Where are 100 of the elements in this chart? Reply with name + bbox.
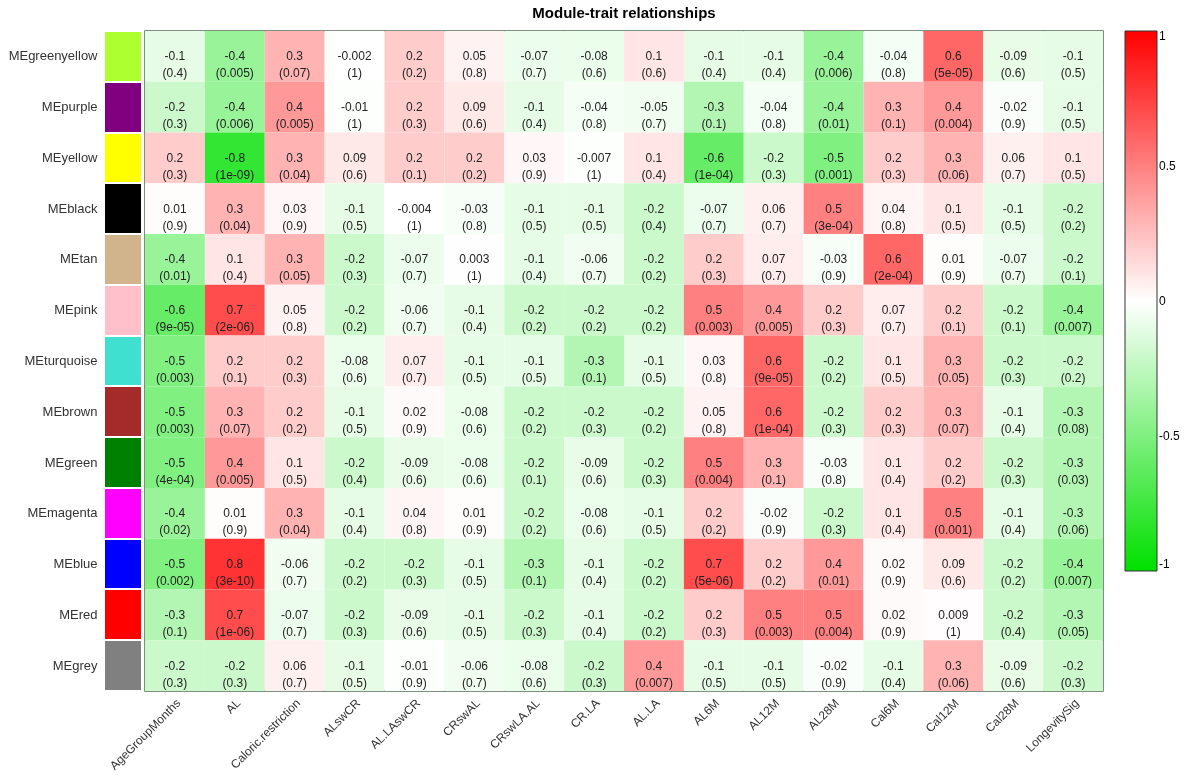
data-label: 0.1 (0.4)	[222, 252, 248, 284]
data-label: -0.08 (0.6)	[460, 404, 489, 436]
data-label: 0.03 (0.9)	[282, 201, 308, 233]
data-label: 0.2 (0.3)	[881, 150, 906, 182]
color-bar-label: -0.5	[1159, 429, 1180, 443]
data-label: -0.08 (0.6)	[520, 658, 549, 690]
data-label: -0.1 (0.4)	[761, 49, 787, 81]
data-label: -0.08 (0.6)	[580, 506, 609, 538]
data-label: -0.5 (0.002)	[155, 557, 194, 589]
data-label: -0.08 (0.6)	[460, 455, 489, 487]
data-label: 0.6 (9e-05)	[754, 354, 794, 385]
data-label: 0.2 (0.2)	[940, 455, 966, 487]
data-label: 0.1 (0.5)	[881, 354, 906, 385]
data-label: -0.2 (0.3)	[761, 150, 787, 182]
data-label: -0.2 (0.2)	[521, 404, 547, 436]
data-label: -0.1 (0.5)	[641, 506, 667, 538]
data-label: -0.08 (0.6)	[340, 354, 369, 385]
y-tick-label: MEmagenta	[27, 505, 99, 521]
data-label: 0.03 (0.9)	[521, 150, 547, 182]
data-label: 0.1 (0.5)	[940, 201, 966, 233]
data-label: 0.05 (0.8)	[282, 303, 308, 335]
data-label: -0.1 (0.5)	[521, 354, 547, 385]
data-label: -0.02 (0.9)	[819, 658, 848, 690]
data-label: 0.3 (0.04)	[279, 150, 311, 182]
y-tick-label: MEred	[59, 606, 98, 622]
data-label: 0.3 (0.07)	[937, 404, 969, 436]
data-label: 0.3 (0.04)	[219, 201, 251, 233]
data-label: -0.09 (0.6)	[580, 455, 609, 487]
data-label: -0.5 (0.001)	[814, 150, 853, 182]
data-label: -0.06 (0.7)	[460, 658, 489, 690]
data-label: -0.04 (0.8)	[580, 100, 609, 132]
data-label: -0.07 (0.7)	[400, 252, 429, 284]
data-label: 0.3 (0.05)	[279, 252, 311, 284]
data-label: 0.2 (0.3)	[701, 607, 727, 639]
data-label: -0.06 (0.7)	[281, 557, 309, 589]
data-label: 0.4 (0.005)	[215, 455, 254, 487]
data-label: -0.2 (0.2)	[1060, 201, 1086, 233]
data-label: -0.2 (0.2)	[1060, 354, 1086, 385]
data-label: -0.08 (0.6)	[580, 49, 609, 81]
data-label: -0.09 (0.6)	[400, 455, 429, 487]
data-label: 0.2 (0.1)	[940, 303, 966, 335]
data-label: -0.6 (1e-04)	[694, 150, 734, 182]
chart-title: Module-trait relationships	[532, 4, 716, 21]
data-label: -0.03 (0.8)	[460, 201, 489, 233]
data-label: 0.5 (0.001)	[934, 506, 973, 538]
data-label: -0.3 (0.06)	[1057, 506, 1089, 538]
data-label: -0.2 (0.3)	[342, 607, 367, 639]
data-label: -0.2 (0.2)	[641, 557, 667, 589]
data-label: -0.6 (9e-05)	[155, 303, 195, 335]
data-label: 0.4 (0.01)	[817, 557, 850, 589]
data-label: -0.4 (0.01)	[159, 252, 191, 284]
data-label: 0.02 (0.9)	[881, 557, 906, 589]
data-label: -0.2 (0.2)	[342, 557, 367, 589]
data-label: -0.2 (0.2)	[581, 303, 607, 335]
data-label: 0.2 (0.3)	[821, 303, 846, 335]
data-label: 0.02 (0.9)	[881, 607, 906, 639]
data-label: -0.3 (0.08)	[1057, 404, 1089, 436]
y-tick-label: MEgreenyellow	[8, 48, 99, 64]
data-label: 0.3 (0.1)	[761, 455, 787, 487]
data-label: -0.1 (0.4)	[881, 658, 906, 690]
data-label: -0.3 (0.03)	[1057, 455, 1089, 487]
data-label: -0.1 (0.4)	[581, 607, 607, 639]
data-label: 0.003 (1)	[459, 252, 490, 284]
data-label: -0.09 (0.6)	[400, 607, 429, 639]
data-label: -0.2 (0.2)	[641, 404, 667, 436]
data-label: 0.1 (0.5)	[282, 455, 308, 487]
data-label: 0.3 (0.1)	[881, 100, 906, 132]
data-label: -0.05 (0.7)	[640, 100, 668, 132]
data-label: -0.3 (0.1)	[162, 607, 188, 639]
data-label: 0.3 (0.06)	[937, 150, 969, 182]
data-label: 0.04 (0.8)	[402, 506, 427, 538]
data-label: 0.06 (0.7)	[1000, 150, 1026, 182]
data-label: -0.01 (0.9)	[400, 658, 429, 690]
data-label: -0.4 (0.007)	[1054, 303, 1093, 335]
data-label: -0.2 (0.2)	[1000, 557, 1026, 589]
data-label: -0.2 (0.3)	[162, 100, 188, 132]
data-label: 0.2 (0.3)	[282, 354, 308, 385]
data-label: 0.3 (0.06)	[937, 658, 969, 690]
data-label: -0.2 (0.3)	[581, 658, 607, 690]
data-label: 0.2 (0.2)	[701, 506, 727, 538]
data-label: 0.07 (0.7)	[881, 303, 906, 335]
data-label: 0.7 (5e-06)	[694, 557, 734, 589]
data-label: 0.8 (3e-10)	[215, 557, 255, 589]
data-label: -0.2 (0.3)	[162, 658, 188, 690]
data-label: -0.04 (0.8)	[879, 49, 908, 81]
data-label: 0.3 (0.07)	[279, 49, 311, 81]
data-label: 0.04 (0.8)	[881, 201, 906, 233]
data-label: -0.1 (0.5)	[1000, 201, 1026, 233]
data-label: 0.1 (0.5)	[1060, 150, 1086, 182]
data-label: -0.1 (0.5)	[342, 658, 367, 690]
data-label: 0.06 (0.7)	[761, 201, 787, 233]
data-label: -0.4 (0.006)	[215, 100, 254, 132]
data-label: 0.5 (0.003)	[694, 303, 733, 335]
data-label: -0.2 (0.3)	[521, 607, 547, 639]
data-label: -0.3 (0.1)	[581, 354, 607, 385]
data-label: 0.01 (0.9)	[162, 201, 188, 233]
data-label: -0.8 (1e-09)	[215, 150, 255, 182]
data-label: 0.4 (0.007)	[634, 658, 673, 690]
data-label: -0.1 (0.4)	[521, 252, 547, 284]
data-label: 0.02 (0.9)	[402, 404, 427, 436]
